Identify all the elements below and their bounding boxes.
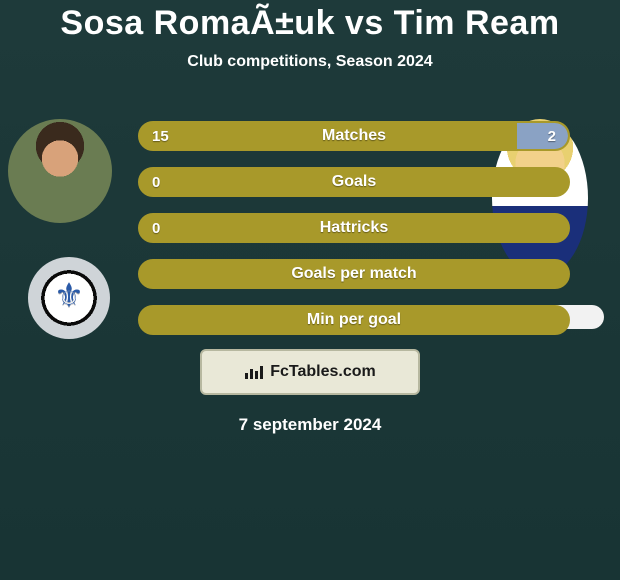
content-area: ⚜ Matches152Goals0Hattricks0Goals per ma… <box>0 119 620 435</box>
stat-label: Goals per match <box>138 259 570 289</box>
player-left-avatar <box>8 119 112 223</box>
brand-text: FcTables.com <box>270 363 376 381</box>
stat-row: Goals0 <box>138 167 570 197</box>
bar-chart-icon <box>244 364 264 380</box>
fleur-de-lis-icon: ⚜ <box>54 276 84 316</box>
comparison-card: Sosa RomaÃ±uk vs Tim Ream Club competiti… <box>0 0 620 580</box>
stat-left-value: 0 <box>152 213 160 243</box>
player-left-club-logo: ⚜ <box>28 257 110 339</box>
stat-label: Goals <box>138 167 570 197</box>
comparison-date: 7 september 2024 <box>0 415 620 435</box>
stat-row: Min per goal <box>138 305 570 335</box>
page-subtitle: Club competitions, Season 2024 <box>0 53 620 71</box>
stat-label: Matches <box>138 121 570 151</box>
stat-left-value: 0 <box>152 167 160 197</box>
stat-left-value: 15 <box>152 121 169 151</box>
stat-label: Hattricks <box>138 213 570 243</box>
stat-row: Hattricks0 <box>138 213 570 243</box>
stat-row: Goals per match <box>138 259 570 289</box>
stat-right-value: 2 <box>548 121 556 151</box>
brand-box: FcTables.com <box>200 349 420 395</box>
stat-label: Min per goal <box>138 305 570 335</box>
page-title: Sosa RomaÃ±uk vs Tim Ream <box>0 0 620 43</box>
stat-row: Matches15 2 <box>138 121 570 151</box>
